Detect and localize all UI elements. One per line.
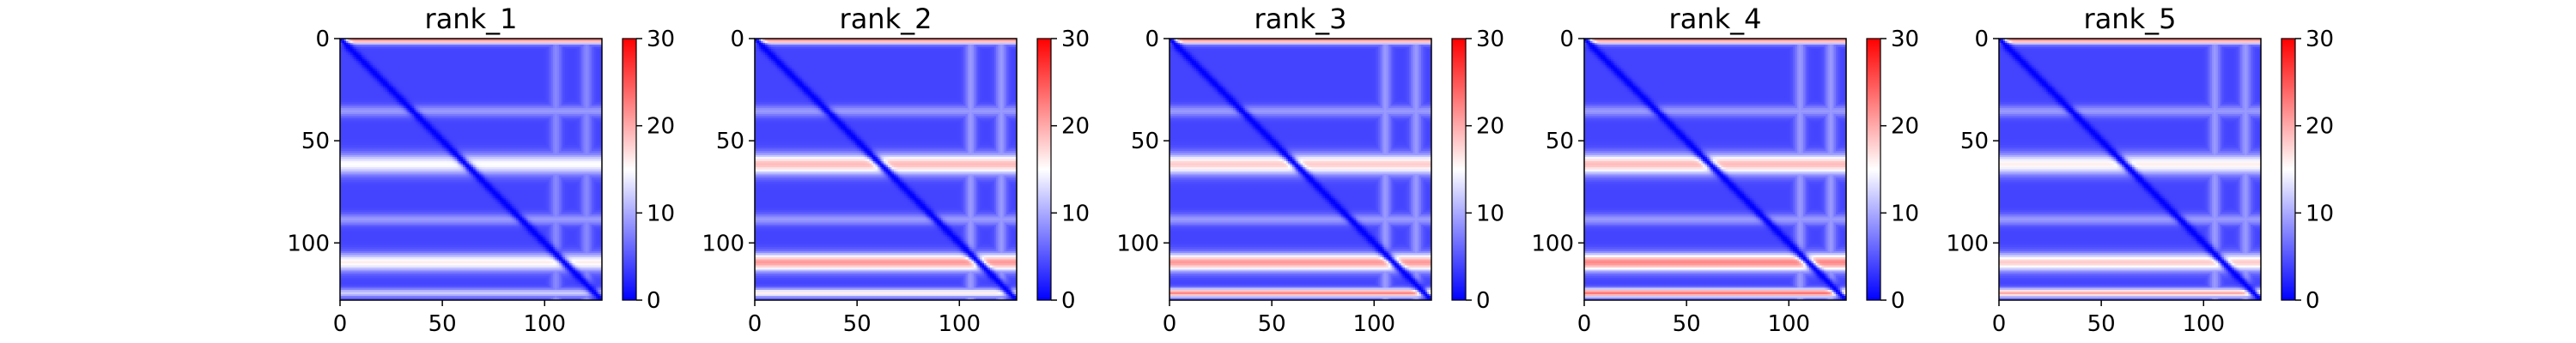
colorbar [1036,38,1052,301]
heatmap-panel-3: rank_3 0 50 100 0 50 100 0 10 20 30 [1116,3,1504,337]
x-tick-label: 100 [1767,311,1810,337]
y-tick-label: 0 [1974,27,1989,52]
plot-frame [754,38,1018,301]
y-tick-label: 100 [1116,231,1159,256]
x-tick-label: 100 [938,311,981,337]
heatmap-cells [1584,39,1846,300]
colorbar [1866,38,1881,301]
y-tick-label: 0 [315,27,330,52]
colorbar [622,38,637,301]
colorbar-tick-label: 10 [1891,201,1919,226]
x-tick-label: 0 [333,311,348,337]
x-tick-label: 0 [1577,311,1592,337]
y-tick-label: 100 [287,231,330,256]
colorbar-tick-label: 20 [2306,114,2334,140]
y-tick-label: 0 [1559,27,1574,52]
y-tick-label: 0 [1145,27,1159,52]
x-tick-label: 50 [1258,311,1286,337]
y-tick-label: 0 [730,27,744,52]
colorbar-tick-label: 30 [647,27,675,52]
colorbar-tick-label: 0 [1891,288,1905,314]
x-tick-label: 0 [1163,311,1177,337]
colorbar-tick-label: 10 [1061,201,1090,226]
plot-frame [1169,38,1432,301]
colorbar-tick-label: 30 [1476,27,1504,52]
colorbar-tick-label: 10 [2306,201,2334,226]
panel-title: rank_1 [425,3,518,35]
heatmap-panel-2: rank_2 0 50 100 0 50 100 0 10 20 30 [702,3,1090,337]
x-tick-label: 100 [2182,311,2225,337]
y-tick-label: 100 [1946,231,1989,256]
colorbar-tick-label: 30 [2306,27,2334,52]
colorbar-tick-label: 0 [647,288,661,314]
colorbar-tick-label: 20 [1891,114,1919,140]
colorbar-tick-label: 20 [647,114,675,140]
heatmap-panel-5: rank_5 0 50 100 0 50 100 0 10 20 30 [1946,3,2334,337]
y-tick-label: 50 [1960,129,1989,154]
colorbar-tick-label: 20 [1476,114,1504,140]
x-tick-label: 50 [843,311,872,337]
plot-frame [339,38,603,301]
x-tick-label: 50 [428,311,457,337]
x-tick-label: 0 [1992,311,2007,337]
y-tick-label: 50 [716,129,744,154]
x-tick-label: 100 [523,311,566,337]
panel-title: rank_5 [2084,3,2177,35]
colorbar-tick-label: 30 [1061,27,1090,52]
colorbar-tick-label: 10 [1476,201,1504,226]
colorbar-tick-label: 10 [647,201,675,226]
panel-title: rank_3 [1255,3,1347,35]
plot-frame [1998,38,2262,301]
plot-frame [1583,38,1847,301]
colorbar-tick-label: 0 [2306,288,2320,314]
x-tick-label: 100 [1352,311,1395,337]
x-tick-label: 50 [2087,311,2116,337]
y-tick-label: 50 [1131,129,1159,154]
heatmap-cells [755,39,1017,300]
heatmap-cells [1170,39,1431,300]
colorbar-tick-label: 30 [1891,27,1919,52]
y-tick-label: 50 [1546,129,1574,154]
x-tick-label: 50 [1673,311,1701,337]
x-tick-label: 0 [748,311,762,337]
colorbar-tick-label: 20 [1061,114,1090,140]
panel-title: rank_2 [840,3,933,35]
colorbar-tick-label: 0 [1061,288,1076,314]
colorbar [2281,38,2296,301]
heatmap-cells [340,39,602,300]
panel-title: rank_4 [1669,3,1762,35]
heatmap-cells [1999,39,2261,300]
y-tick-label: 50 [301,129,330,154]
colorbar-tick-label: 0 [1476,288,1491,314]
heatmap-panel-4: rank_4 0 50 100 0 50 100 0 10 20 30 [1531,3,1919,337]
colorbar [1451,38,1467,301]
y-tick-label: 100 [702,231,744,256]
heatmap-panel-1: rank_1 0 50 100 0 50 100 0 10 20 30 [287,3,675,337]
y-tick-label: 100 [1531,231,1574,256]
